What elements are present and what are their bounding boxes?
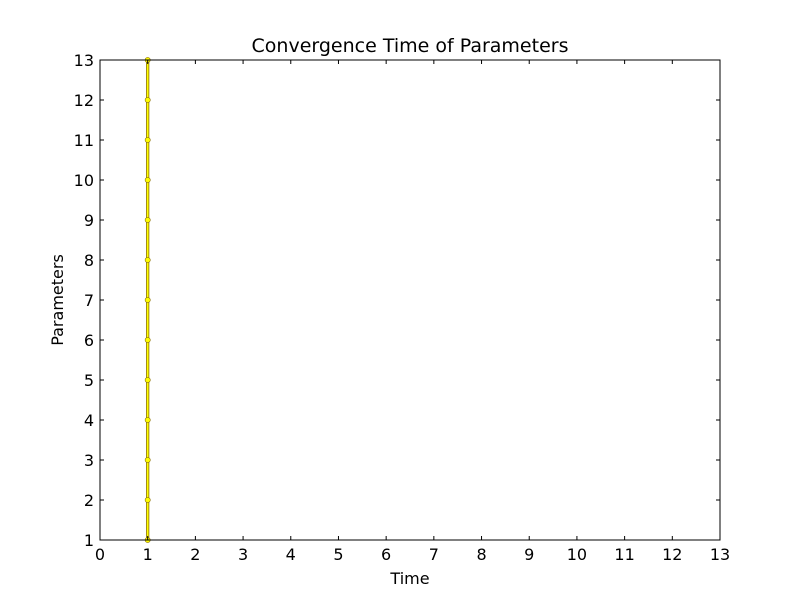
x-tick-label: 13: [710, 545, 730, 564]
x-tick-label: 7: [429, 545, 439, 564]
plot-area: [100, 60, 720, 540]
x-tick-label: 5: [333, 545, 343, 564]
x-tick-label: 10: [567, 545, 587, 564]
x-tick-label: 11: [614, 545, 634, 564]
data-point: [144, 297, 151, 303]
y-tick-label: 13: [74, 51, 94, 70]
data-point: [144, 257, 151, 263]
plot-frame: [99, 59, 721, 541]
data-point: [144, 497, 151, 503]
data-point: [144, 457, 151, 463]
x-tick-label: 2: [190, 545, 200, 564]
data-point: [144, 217, 151, 223]
data-point: [144, 137, 151, 143]
x-tick-label: 6: [381, 545, 391, 564]
x-tick-label: 1: [143, 545, 153, 564]
y-tick-label: 4: [84, 411, 94, 430]
y-tick-label: 3: [84, 451, 94, 470]
y-tick-label: 2: [84, 491, 94, 510]
x-tick-label: 12: [662, 545, 682, 564]
x-axis-label: Time: [389, 569, 429, 588]
series-layer: [144, 57, 151, 543]
y-axis-label: Parameters: [48, 254, 67, 346]
x-tick-label: 0: [95, 545, 105, 564]
y-tick-label: 12: [74, 91, 94, 110]
y-tick-label: 10: [74, 171, 94, 190]
y-tick-label: 8: [84, 251, 94, 270]
data-point: [144, 97, 151, 103]
y-tick-label: 5: [84, 371, 94, 390]
data-point: [144, 417, 151, 423]
data-point: [144, 337, 151, 343]
y-tick-label: 9: [84, 211, 94, 230]
data-point: [144, 177, 151, 183]
x-tick-label: 3: [238, 545, 248, 564]
y-tick-label: 6: [84, 331, 94, 350]
y-tick-label: 11: [74, 131, 94, 150]
x-tick-label: 4: [286, 545, 296, 564]
chart-title: Convergence Time of Parameters: [252, 35, 569, 57]
x-tick-label: 9: [524, 545, 534, 564]
data-point: [144, 377, 151, 383]
x-tick-label: 8: [476, 545, 486, 564]
y-tick-label: 7: [84, 291, 94, 310]
y-tick-label: 1: [84, 531, 94, 550]
